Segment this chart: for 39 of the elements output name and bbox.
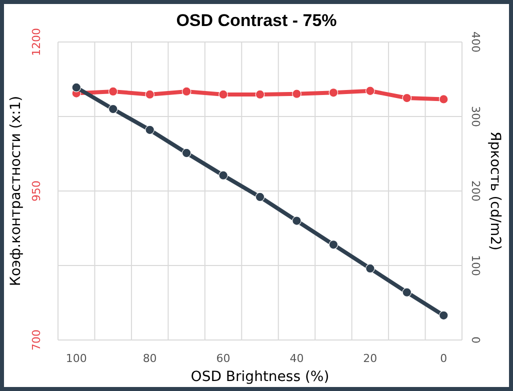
point (255, 90, 265, 100)
y2-tick-label: 400 (469, 32, 482, 52)
point (145, 90, 154, 100)
point (145, 125, 154, 135)
y-tick-label: 1200 (30, 28, 43, 56)
point (182, 148, 192, 158)
point (72, 82, 82, 92)
y-axis-title: Коэф.контрастности (x:1) (8, 96, 24, 286)
x-tick-label: 20 (363, 352, 378, 365)
point (366, 264, 375, 274)
point (218, 90, 228, 100)
y-tick-label: 950 (30, 180, 43, 202)
point (292, 89, 302, 99)
point (108, 86, 118, 96)
chart-title: OSD Contrast - 75% (176, 11, 337, 30)
point (402, 288, 412, 297)
x-tick-label: 0 (440, 352, 448, 365)
point (108, 104, 118, 114)
y2-tick-label: 200 (469, 180, 482, 202)
x-axis-title: OSD Brightness (%) (190, 369, 330, 385)
point (328, 240, 338, 250)
point (438, 94, 448, 104)
point (292, 216, 302, 226)
point (255, 192, 265, 202)
x-tick-label: 80 (142, 352, 157, 365)
y2-axis-title: Яркость (cd/m2) (487, 132, 503, 250)
y2-tick-label: 0 (469, 336, 482, 344)
y2-tick-label: 300 (469, 106, 482, 127)
point (182, 86, 192, 96)
x-tick-label: 40 (290, 352, 304, 365)
point (218, 170, 228, 180)
point (438, 310, 448, 320)
point (328, 88, 338, 98)
x-tick-label: 60 (216, 352, 230, 365)
y-tick-label: 700 (30, 330, 43, 350)
point (402, 93, 412, 103)
y2-tick-label: 100 (469, 255, 482, 276)
x-tick-label: 100 (66, 352, 87, 365)
point (366, 86, 375, 96)
